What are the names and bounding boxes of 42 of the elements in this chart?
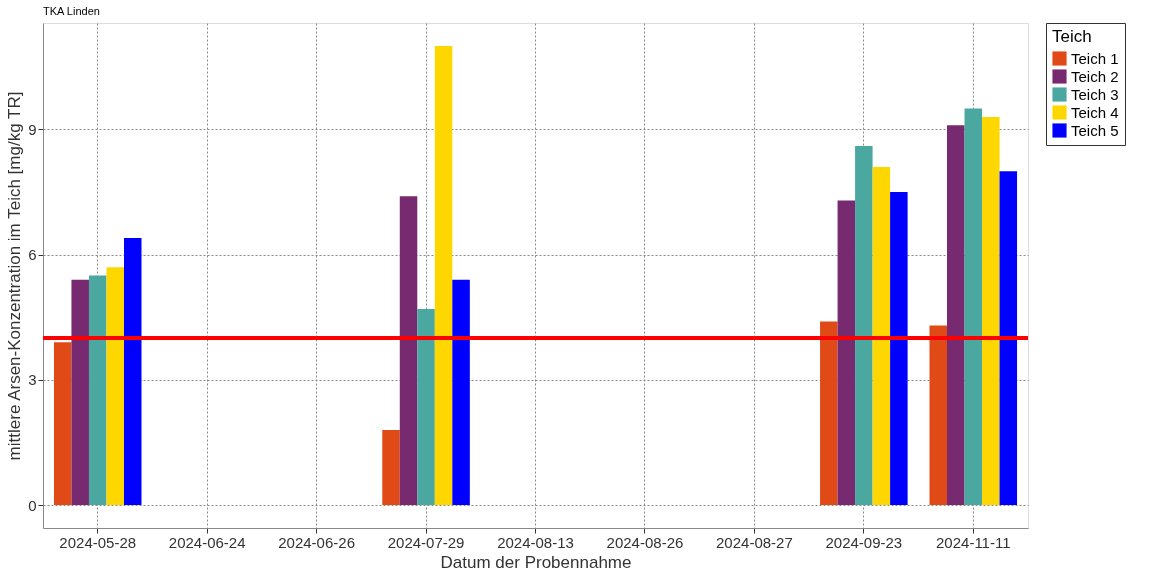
bar bbox=[399, 196, 418, 506]
bar bbox=[820, 321, 838, 506]
bar bbox=[872, 166, 891, 506]
bar bbox=[837, 200, 856, 506]
x-axis-title: Datum der Probennahme bbox=[440, 552, 632, 572]
x-tick-label: 2024-09-23 bbox=[825, 533, 903, 551]
x-tick-label: 2024-08-13 bbox=[497, 533, 574, 551]
chart-title: TKA Linden bbox=[43, 4, 100, 17]
x-tick-label: 2024-05-28 bbox=[59, 533, 137, 551]
x-tick-label: 2024-11-11 bbox=[936, 533, 1011, 551]
x-tick-label: 2024-08-26 bbox=[606, 533, 684, 551]
y-tick-label: 9 bbox=[28, 120, 37, 138]
bar bbox=[947, 125, 965, 506]
legend-label: Teich 2 bbox=[1071, 67, 1119, 85]
y-tick-label: 0 bbox=[28, 496, 37, 514]
legend-label: Teich 5 bbox=[1071, 121, 1119, 139]
y-axis-title: mittlere Arsen-Konzentration im Teich [mg/kg TR] bbox=[5, 91, 25, 461]
x-tick-label: 2024-07-29 bbox=[387, 533, 465, 551]
y-tick-label: 3 bbox=[28, 371, 37, 389]
bar bbox=[434, 45, 453, 506]
bar bbox=[88, 275, 107, 506]
bar bbox=[982, 116, 1000, 506]
bar bbox=[71, 279, 89, 506]
bar bbox=[855, 146, 873, 506]
legend-label: Teich 3 bbox=[1071, 85, 1119, 103]
bar bbox=[964, 108, 983, 506]
legend-label: Teich 4 bbox=[1071, 103, 1119, 121]
bar bbox=[417, 308, 435, 506]
bar bbox=[123, 237, 142, 506]
bar bbox=[53, 342, 72, 506]
bar bbox=[890, 192, 908, 506]
y-tick-label: 6 bbox=[28, 246, 37, 264]
x-tick-label: 2024-06-26 bbox=[278, 533, 355, 551]
x-tick-label: 2024-06-24 bbox=[168, 533, 246, 551]
bar bbox=[999, 171, 1018, 506]
bar bbox=[106, 267, 124, 506]
x-tick-label: 2024-08-27 bbox=[716, 533, 793, 551]
bar bbox=[382, 429, 400, 506]
bar bbox=[929, 325, 948, 506]
legend-title: Teich bbox=[1052, 27, 1092, 46]
legend-label: Teich 1 bbox=[1071, 49, 1119, 67]
bar bbox=[452, 279, 470, 506]
